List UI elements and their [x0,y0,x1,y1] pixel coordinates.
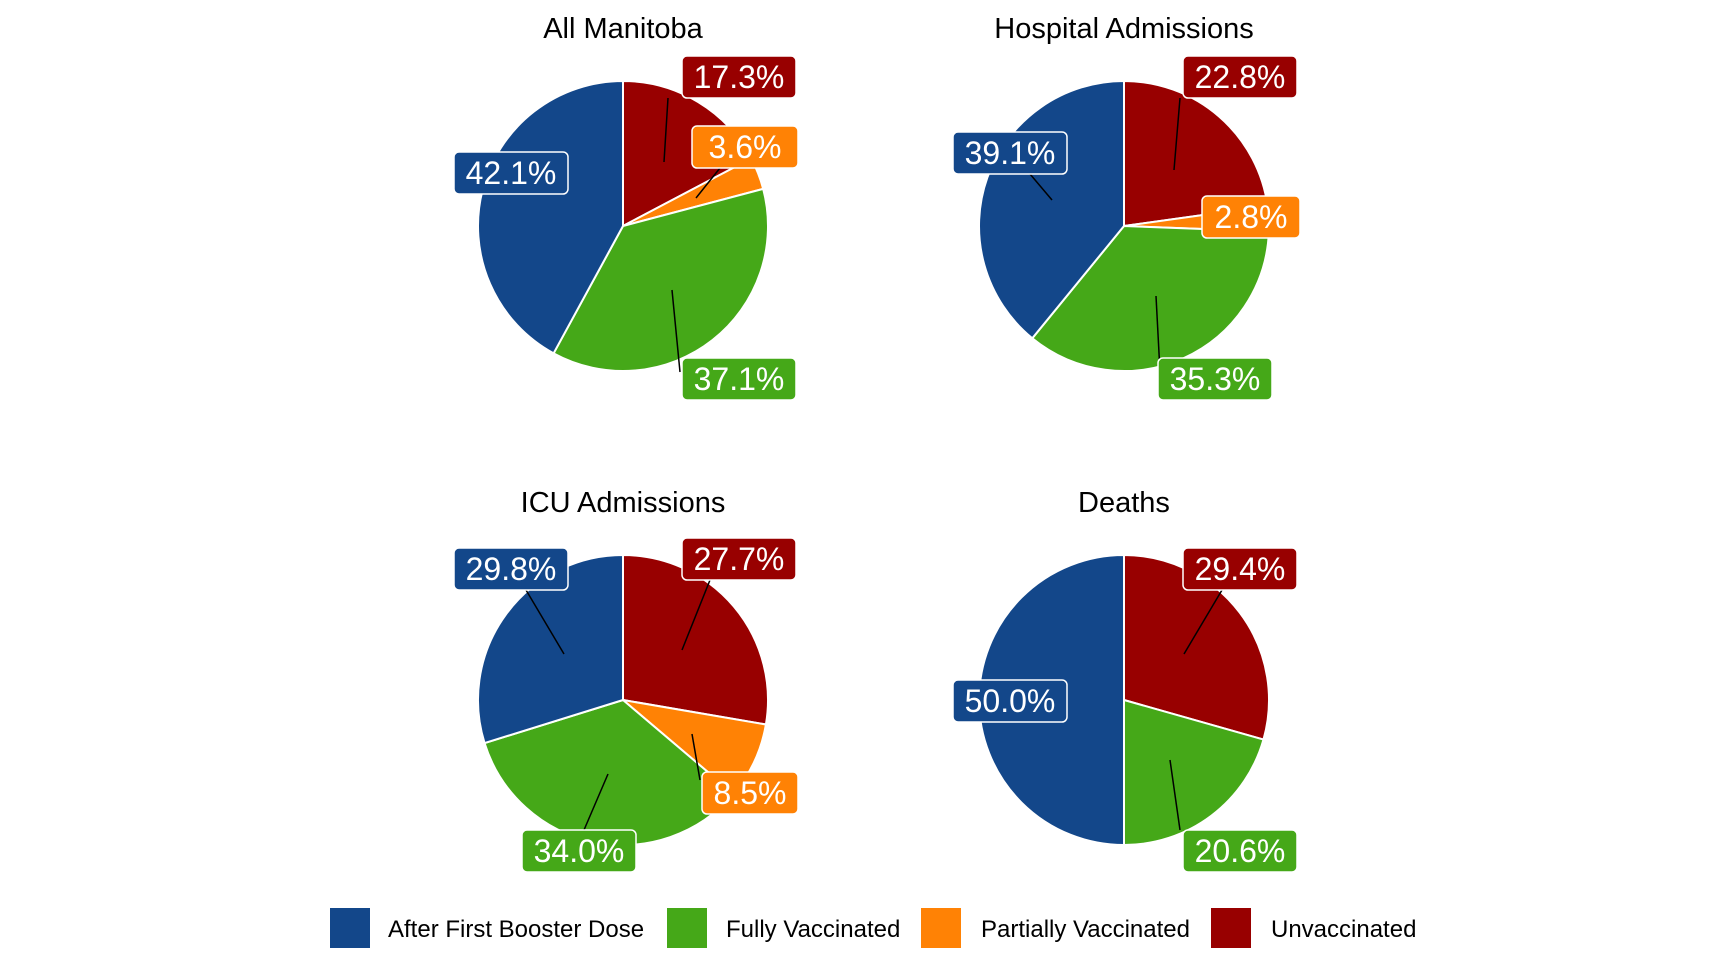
legend-item-unvaccinated: Unvaccinated [1211,908,1416,948]
data-label-unvaccinated: 27.7% [681,537,797,651]
leader-line [1029,173,1053,201]
legend-item-fully-vaccinated: Fully Vaccinated [667,908,900,948]
data-label-fully-vaccinated: 20.6% [1169,759,1298,873]
label-text: 2.8% [1215,199,1288,235]
data-label-after-first-booster-dose: 50.0% [952,679,1068,723]
leader-line [681,579,711,651]
label-text: 20.6% [1195,833,1286,869]
data-label-after-first-booster-dose: 42.1% [453,151,569,195]
panel-title: Deaths [1078,487,1170,519]
leader-line [583,773,609,831]
label-box [453,547,569,591]
legend-label: After First Booster Dose [388,916,644,943]
label-box [701,771,799,815]
data-label-partially-vaccinated: 2.8% [1201,195,1301,239]
legend-label: Partially Vaccinated [981,916,1190,943]
label-text: 27.7% [694,541,785,577]
pie-panels: All Manitoba 17.3% 3.6% 37.1% 42.1% Hospital … [453,13,1301,873]
data-label-unvaccinated: 17.3% [663,55,797,163]
data-label-fully-vaccinated: 34.0% [521,773,637,873]
leader-line [695,167,721,199]
data-label-after-first-booster-dose: 39.1% [952,131,1068,201]
leader-line [663,97,669,163]
legend-key [1211,908,1251,948]
label-box [681,55,797,99]
data-label-partially-vaccinated: 3.6% [691,125,799,199]
label-box [521,829,637,873]
data-label-unvaccinated: 29.4% [1182,547,1298,655]
leader-line [1183,589,1223,655]
panel-title: Hospital Admissions [994,13,1254,45]
data-label-fully-vaccinated: 37.1% [671,289,797,401]
label-box [952,679,1068,723]
leader-line [691,733,701,781]
legend-label: Fully Vaccinated [726,916,900,943]
label-box [1201,195,1301,239]
leader-line [1173,97,1181,171]
legend-key [921,908,961,948]
pie-slice-unvaccinated [1123,79,1269,228]
legend-key [330,908,370,948]
label-box [1182,55,1298,99]
label-text: 35.3% [1170,361,1261,397]
legend-item-partially-vaccinated: Partially Vaccinated [921,908,1190,948]
pie-slice-unvaccinated [1123,553,1270,741]
label-box [1157,357,1273,401]
label-text: 29.8% [466,551,557,587]
label-box [691,125,799,169]
legend-key [667,908,707,948]
label-text: 8.5% [714,775,787,811]
pie-panel-hospital-admissions: Hospital Admissions 22.8% 2.8% 35.3% 39.1% [952,13,1301,401]
data-label-partially-vaccinated: 8.5% [691,733,799,815]
panel-title: All Manitoba [543,13,703,45]
label-text: 50.0% [965,683,1056,719]
pie-slice-unvaccinated [622,553,769,726]
pie-panel-deaths: Deaths 29.4% 20.6% 50.0% [952,487,1298,873]
leader-line [525,589,565,655]
label-text: 17.3% [694,59,785,95]
label-text: 34.0% [534,833,625,869]
leader-line [671,289,681,373]
pie-slice-after-first-booster-dose [477,553,624,745]
label-box [681,357,797,401]
label-box [681,537,797,581]
label-box [952,131,1068,175]
label-text: 29.4% [1195,551,1286,587]
label-text: 39.1% [965,135,1056,171]
pie-panel-all-manitoba: All Manitoba 17.3% 3.6% 37.1% 42.1% [453,13,799,401]
leader-line [1169,759,1181,831]
label-box [1182,547,1298,591]
panel-title: ICU Admissions [521,487,726,519]
data-label-unvaccinated: 22.8% [1173,55,1298,171]
pie-slice-fully-vaccinated [552,187,769,372]
label-text: 22.8% [1195,59,1286,95]
data-label-fully-vaccinated: 35.3% [1155,295,1273,401]
legend-label: Unvaccinated [1271,916,1416,943]
legend-item-after-first-booster-dose: After First Booster Dose [330,908,644,948]
label-box [453,151,569,195]
label-box [1182,829,1298,873]
label-text: 37.1% [694,361,785,397]
label-text: 42.1% [466,155,557,191]
label-text: 3.6% [709,129,782,165]
pie-panel-icu-admissions: ICU Admissions 27.7% 8.5% 34.0% 29.8% [453,487,799,873]
data-label-after-first-booster-dose: 29.8% [453,547,569,655]
pie-slice-fully-vaccinated [1123,698,1265,847]
legend: After First Booster Dose Fully Vaccinated… [330,908,1416,948]
